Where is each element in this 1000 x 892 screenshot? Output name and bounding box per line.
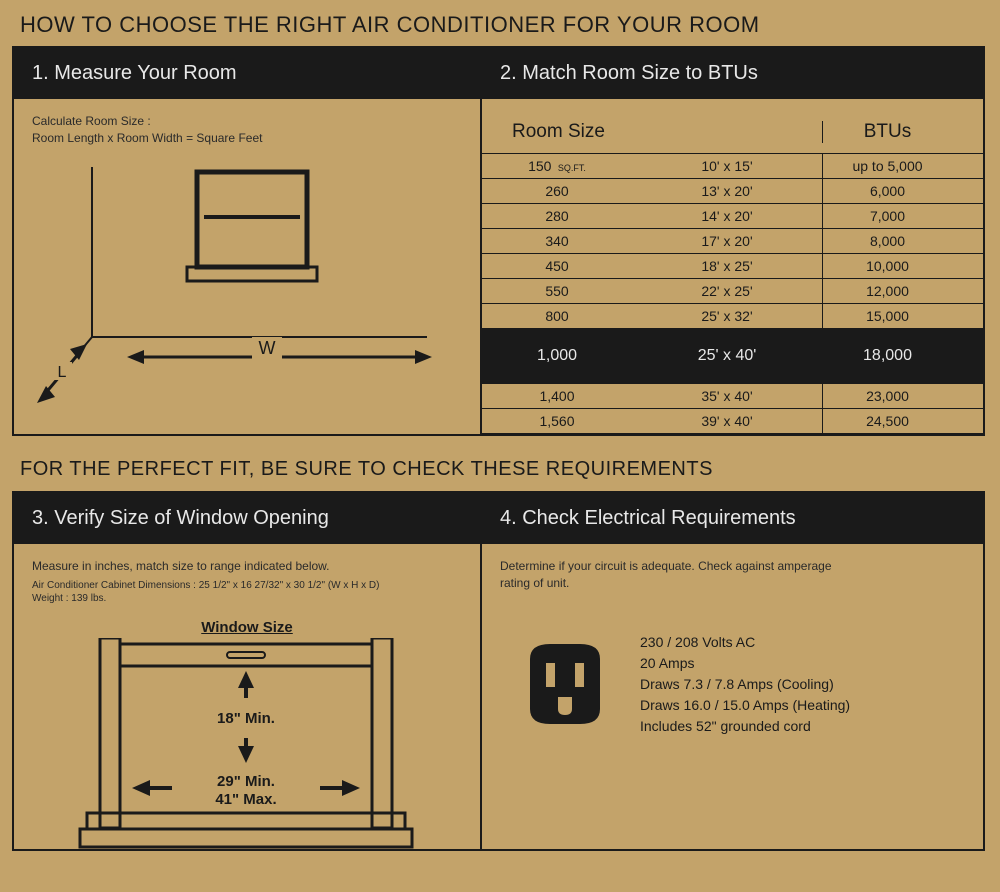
section-2-panel: 2. Match Room Size to BTUs Room Size BTU… (480, 46, 985, 436)
section-2-header: 2. Match Room Size to BTUs (482, 48, 983, 99)
spec-heating: Draws 16.0 / 15.0 Amps (Heating) (640, 695, 850, 716)
spec-volts: 230 / 208 Volts AC (640, 632, 850, 653)
s3-line2: Air Conditioner Cabinet Dimensions : 25 … (32, 579, 462, 592)
spec-cord: Includes 52" grounded cord (640, 716, 850, 737)
svg-text:29" Min.: 29" Min. (217, 773, 275, 790)
col-roomsize-header: Room Size (482, 121, 822, 143)
window-diagram: 18" Min. 29" Min. 41" Max. (32, 638, 462, 868)
plug-icon (520, 639, 610, 729)
s3-line1: Measure in inches, match size to range i… (32, 558, 462, 575)
table-row: 28014' x 20'7,000 (482, 204, 983, 229)
svg-text:18" Min.: 18" Min. (217, 710, 275, 727)
table-row: 45018' x 25'10,000 (482, 254, 983, 279)
room-diagram: W W L (32, 157, 462, 417)
electrical-specs: 230 / 208 Volts AC 20 Amps Draws 7.3 / 7… (640, 632, 850, 737)
table-row: 34017' x 20'8,000 (482, 229, 983, 254)
top-row: 1. Measure Your Room Calculate Room Size… (0, 46, 1000, 436)
svg-text:41" Max.: 41" Max. (215, 791, 276, 808)
window-size-label: Window Size (32, 619, 462, 636)
spec-cooling: Draws 7.3 / 7.8 Amps (Cooling) (640, 674, 850, 695)
main-title: HOW TO CHOOSE THE RIGHT AIR CONDITIONER … (0, 0, 1000, 46)
section-4-panel: 4. Check Electrical Requirements Determi… (480, 491, 985, 851)
sub-title: FOR THE PERFECT FIT, BE SURE TO CHECK TH… (0, 436, 1000, 491)
calc-line-2: Room Length x Room Width = Square Feet (32, 130, 462, 147)
svg-text:W: W (259, 338, 276, 358)
table-row: 55022' x 25'12,000 (482, 279, 983, 304)
table-row: 150 SQ.FT.10' x 15'up to 5,000 (482, 154, 983, 179)
table-row: 80025' x 32'15,000 (482, 304, 983, 329)
col-btus-header: BTUs (822, 121, 952, 143)
table-row: 1,00025' x 40'18,000 (482, 329, 983, 384)
calc-line-1: Calculate Room Size : (32, 113, 462, 130)
s4-line1: Determine if your circuit is adequate. C… (500, 558, 860, 592)
table-row: 1,40035' x 40'23,000 (482, 384, 983, 409)
section-1-header: 1. Measure Your Room (14, 48, 480, 99)
svg-text:L: L (58, 364, 67, 381)
btu-table: Room Size BTUs 150 SQ.FT.10' x 15'up to … (482, 115, 983, 434)
table-row: 1,56039' x 40'24,500 (482, 409, 983, 434)
table-row: 26013' x 20'6,000 (482, 179, 983, 204)
spec-amps: 20 Amps (640, 653, 850, 674)
section-3-header: 3. Verify Size of Window Opening (14, 493, 480, 544)
section-4-header: 4. Check Electrical Requirements (482, 493, 983, 544)
bottom-row: 3. Verify Size of Window Opening Measure… (0, 491, 1000, 851)
s3-line3: Weight : 139 lbs. (32, 592, 462, 605)
section-1-panel: 1. Measure Your Room Calculate Room Size… (12, 46, 482, 436)
section-3-panel: 3. Verify Size of Window Opening Measure… (12, 491, 482, 851)
